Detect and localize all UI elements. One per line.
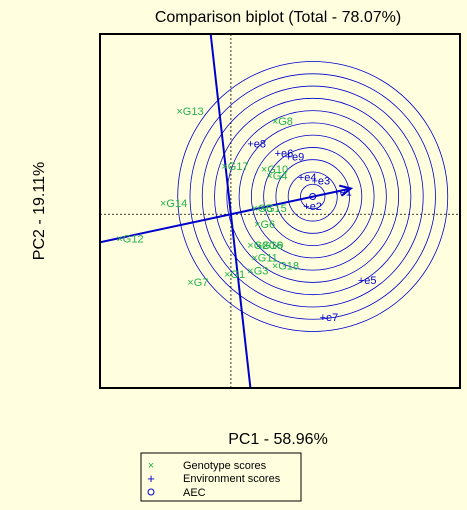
environment-point-e1: +e1	[333, 187, 352, 199]
chart-title: Comparison biplot (Total - 78.07%)	[155, 9, 401, 26]
environment-point-e3: +e3	[311, 175, 330, 187]
legend-environment-label: Environment scores	[183, 473, 281, 485]
genotype-point-g6: ×G6	[254, 219, 275, 231]
genotype-point-g17: ×G17	[221, 161, 248, 173]
environment-point-e5: +e5	[358, 275, 377, 287]
aec-ring-4	[263, 147, 363, 247]
aec-arrowhead	[339, 184, 354, 197]
genotype-point-g16: ×G16	[255, 240, 282, 252]
genotype-point-g2: ×G2	[247, 240, 268, 252]
aec-ring-11	[177, 61, 449, 332]
legend-genotype-label: Genotype scores	[183, 460, 267, 472]
x-axis-title: PC1 - 58.96%	[228, 431, 328, 448]
environment-point-e2: +e2	[303, 201, 322, 213]
aec-ring-5	[250, 134, 375, 259]
genotype-point-g1: ×G1	[224, 269, 245, 281]
aec-ring-9	[201, 85, 424, 308]
aec-ordinate-line	[209, 34, 252, 388]
aec-point-marker	[309, 193, 317, 201]
aec-abscissa-line	[100, 187, 352, 244]
environment-point-e4: +e4	[298, 172, 317, 184]
genotype-point-g10: ×G10	[261, 164, 288, 176]
environment-point-e8: +e8	[247, 138, 266, 150]
genotype-point-g14: ×G14	[160, 198, 187, 210]
y-axis-title: PC2 - 19.11%	[31, 162, 48, 260]
genotype-point-g3: ×G3	[247, 266, 268, 278]
aec-ring-1	[300, 183, 326, 210]
genotype-point-g7: ×G7	[187, 277, 208, 289]
aec-ring-3	[275, 159, 350, 234]
genotype-point-g4: ×G4	[266, 171, 287, 183]
environment-point-e6: +e6	[275, 148, 294, 160]
legend-environment-marker: +	[147, 471, 155, 486]
legend-genotype-marker: ×	[148, 460, 154, 472]
genotype-point-g11: ×G11	[251, 253, 277, 265]
genotype-point-g8: ×G8	[272, 116, 293, 128]
genotype-point-g13: ×G13	[176, 106, 203, 118]
genotype-point-g18: ×G18	[272, 261, 299, 273]
plot-layer: ×G13×G8×G17 ×G10×G4×G14 ×G5×G15×G6×G12×G2×…	[100, 34, 460, 388]
legend: × Genotype scores + Environment scores A…	[140, 452, 302, 502]
aec-ring-2	[287, 171, 338, 222]
aec-ring-7	[226, 110, 400, 283]
genotype-point-g5: ×G5	[251, 203, 272, 215]
genotype-point-g15: ×G15	[260, 203, 287, 215]
plot-border	[99, 33, 461, 389]
genotype-point-g9: ×G9	[262, 240, 283, 252]
aec-ring-8	[214, 97, 412, 296]
aec-ring-6	[238, 122, 387, 271]
genotype-point-g12: ×G12	[116, 233, 143, 245]
legend-box	[140, 452, 302, 502]
environment-point-e7: +e7	[320, 312, 339, 324]
aec-ring-10	[189, 73, 436, 320]
legend-aec-label: AEC	[183, 487, 206, 499]
environment-point-e9: +e9	[286, 151, 305, 163]
legend-aec-marker	[147, 488, 155, 496]
